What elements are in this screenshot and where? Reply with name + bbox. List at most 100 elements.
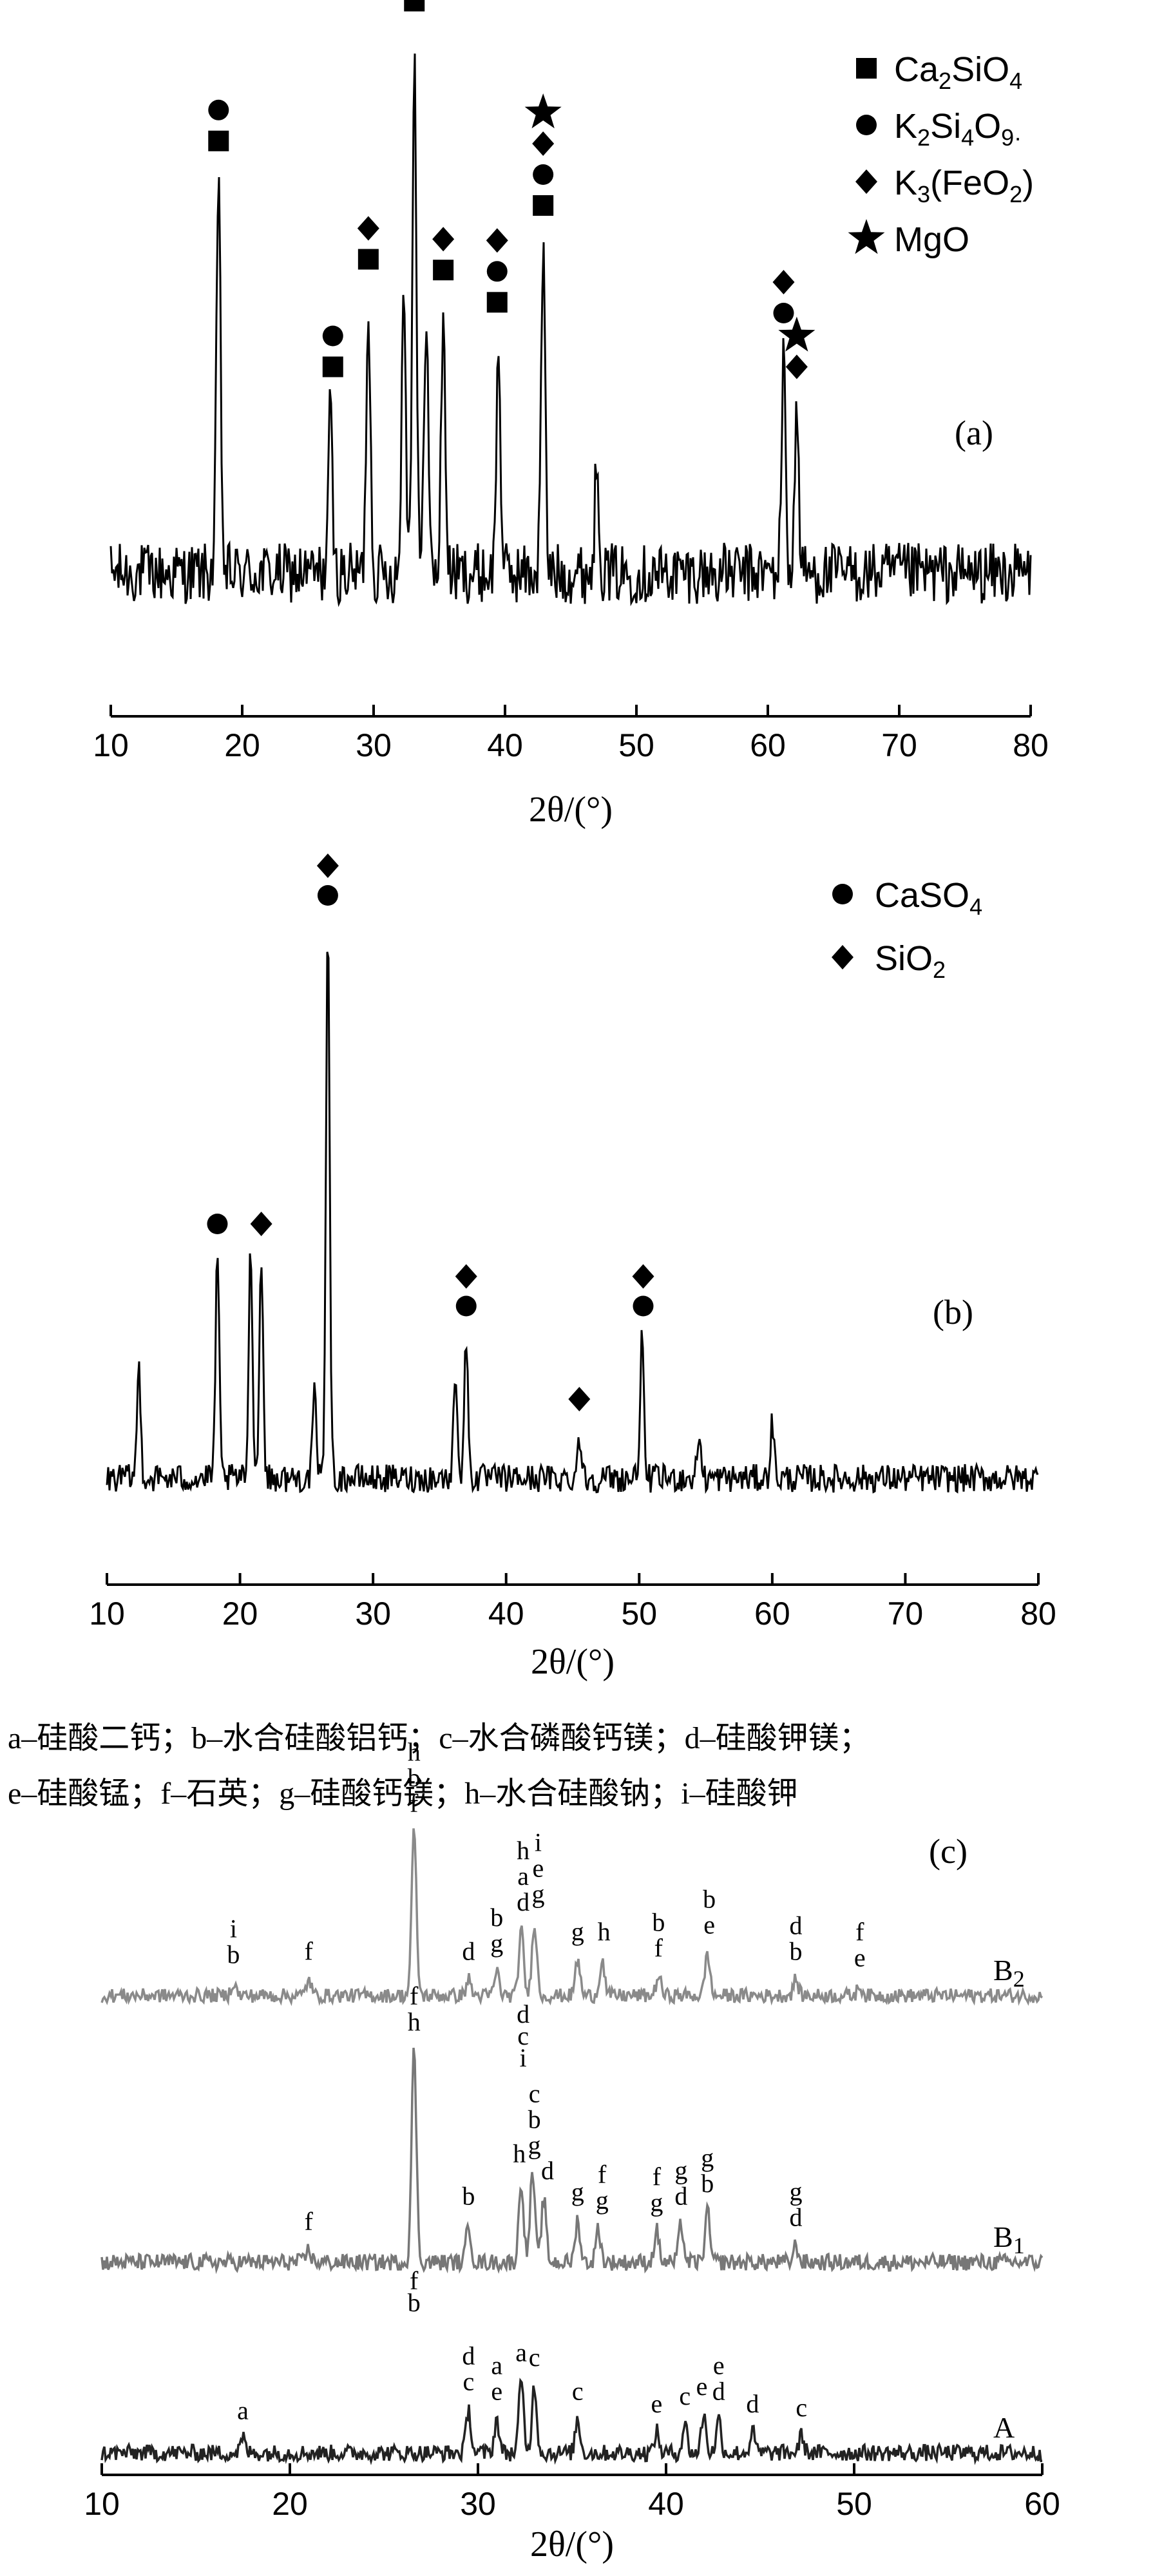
- panel-c-peak-letter: e: [491, 2377, 502, 2406]
- panel-b-tick-label: 80: [1020, 1596, 1056, 1632]
- panel-c-peak-letter: c: [679, 2381, 691, 2410]
- panel-b-legend-label: SiO2: [875, 939, 946, 983]
- panel-b-tick-label: 50: [621, 1596, 657, 1632]
- panel-a-peak-diamond-marker: [357, 216, 379, 241]
- panel-b-peak-circle-marker: [455, 1295, 477, 1317]
- panel-c-peak-letter: d: [789, 2203, 802, 2232]
- panel-c-peak-letter: g: [789, 2177, 802, 2206]
- panel-c-tick-label: 60: [1024, 2486, 1060, 2522]
- panel-c-tick-label: 40: [648, 2486, 684, 2522]
- panel-c-peak-letter: g: [571, 2177, 584, 2206]
- panel-b-tick-label: 70: [888, 1596, 924, 1632]
- panel-b-peak-diamond-marker: [455, 1264, 477, 1289]
- panel-c-peak-letter: d: [462, 2342, 475, 2371]
- panel-c-tick-label: 50: [836, 2486, 872, 2522]
- panel-a-legend-circle-marker: [856, 115, 877, 135]
- panel-c-peak-letter: d: [517, 1999, 529, 2028]
- panel-a-peak-square-marker: [533, 195, 554, 216]
- panel-c-peak-letter: b: [490, 1903, 503, 1932]
- panel-b-peak-circle-marker: [633, 1295, 654, 1317]
- panel-a-peak-circle-marker: [486, 261, 508, 282]
- panel-b-peak-diamond-marker: [568, 1387, 591, 1411]
- panel-a-legend-label: MgO: [894, 220, 969, 259]
- panel-c-peak-letter: a: [515, 2338, 527, 2367]
- panel-c-peak-letter: b: [408, 1763, 421, 1792]
- panel-c-peak-letter: b: [703, 1885, 716, 1914]
- panel-b-tick-label: 30: [355, 1596, 391, 1632]
- panel-c-peak-letter: a: [237, 2396, 249, 2425]
- panel-a-legend-label: K2Si4O9·: [894, 107, 1022, 151]
- panel-a-peak-square-marker: [208, 130, 229, 151]
- panel-c-peak-letter: f: [305, 1937, 314, 1966]
- panel-a-tick-label: 40: [487, 727, 523, 763]
- panel-c-peak-letter: g: [674, 2156, 687, 2185]
- panel-c-peak-letter: g: [571, 1917, 584, 1946]
- panel-c-tag: (c): [929, 1832, 968, 1871]
- panel-c-peak-letter: d: [789, 1911, 802, 1940]
- panel-a-legend-label: Ca2SiO4: [894, 50, 1022, 94]
- panel-c-peak-letter: b: [701, 2169, 714, 2198]
- panel-c-peak-letter: g: [490, 1929, 503, 1958]
- panel-c-peak-letter: g: [701, 2143, 714, 2172]
- panel-c-peak-letter: h: [408, 2007, 421, 2036]
- panel-c-peak-letter: a: [517, 1862, 529, 1891]
- panel-b-peak-circle-marker: [317, 885, 338, 906]
- panel-a-peak-diamond-marker: [772, 270, 795, 294]
- panel-c-peak-letter: f: [410, 1981, 419, 2010]
- panel-c-peak-letter: f: [654, 1933, 663, 1962]
- panel-c-peak-letter: d: [674, 2182, 687, 2211]
- panel-c-peak-letter: h: [517, 1836, 529, 1865]
- panel-c-peak-letter: f: [855, 1918, 864, 1947]
- panel-a-peak-circle-marker: [773, 303, 794, 323]
- panel-c-peak-letter: c: [517, 2021, 529, 2050]
- panel-a-peak-square-marker: [433, 260, 454, 281]
- panel-a-peak-square-marker: [486, 292, 508, 313]
- panel-b-tick-label: 10: [89, 1596, 125, 1632]
- panel-b-xrd-curve: [106, 951, 1039, 1494]
- panel-c-peak-letter: h: [408, 1737, 421, 1766]
- panel-a-tick-label: 80: [1013, 727, 1049, 763]
- panel-c-peak-letter: c: [463, 2367, 475, 2396]
- panel-c-tick-label: 20: [272, 2486, 308, 2522]
- panel-c-peak-letter: d: [462, 1937, 475, 1966]
- panel-b-tag: (b): [933, 1293, 973, 1331]
- panel-a-peak-diamond-marker: [532, 131, 555, 156]
- panel-c-peak-letter: i: [520, 2043, 527, 2072]
- panel-a-x-axis-title: 2θ/(°): [529, 790, 613, 830]
- phase-key-line-1: a–硅酸二钙；b–水合硅酸铝钙；c–水合磷酸钙镁；d–硅酸钾镁；: [8, 1721, 870, 1755]
- panel-a-peak-square-marker: [404, 0, 425, 12]
- panel-c-peak-letter: b: [408, 2288, 421, 2317]
- panel-c-peak-letter: c: [529, 2343, 540, 2372]
- phase-key-line-2: e–硅酸锰；f–石英；g–硅酸钙镁；h–水合硅酸钠；i–硅酸钾: [8, 1777, 798, 1811]
- panel-c-peak-letter: a: [491, 2351, 502, 2380]
- panel-c-tick-label: 30: [460, 2486, 496, 2522]
- panel-c-peak-letter: e: [651, 2389, 663, 2418]
- panel-c-peak-letter: e: [854, 1943, 866, 1972]
- panel-a-legend-star-marker: [848, 219, 885, 254]
- panel-c-curve-A: [100, 2378, 1042, 2466]
- panel-c-tick-label: 10: [84, 2486, 120, 2522]
- panel-a-legend-diamond-marker: [855, 169, 877, 194]
- panel-c-peak-letter: d: [746, 2389, 759, 2418]
- panel-c-peak-letter: h: [598, 1917, 611, 1946]
- panel-c-peak-letter: i: [230, 1914, 237, 1943]
- panel-c-peak-letter: b: [789, 1937, 802, 1966]
- panel-c-peak-letter: f: [410, 1789, 419, 1818]
- panel-c-peak-letter: h: [513, 2139, 526, 2168]
- panel-c-peak-letter: g: [531, 1879, 544, 1908]
- panel-b-peak-circle-marker: [207, 1214, 228, 1234]
- panel-a-tick-label: 60: [750, 727, 786, 763]
- panel-c-peak-letter: c: [529, 2079, 540, 2108]
- panel-a-tag: (a): [955, 414, 993, 452]
- panel-a-legend-label: K3(FeO2): [894, 164, 1034, 207]
- panel-c-peak-letter: f: [653, 2162, 662, 2191]
- panel-c-curve-B1: [100, 2047, 1044, 2275]
- panel-a-peak-circle-marker: [533, 164, 554, 185]
- panel-a-tick-label: 20: [224, 727, 260, 763]
- panel-b-tick-label: 20: [222, 1596, 258, 1632]
- panel-c-peak-letter: g: [650, 2188, 663, 2217]
- panel-c-peak-letter: g: [528, 2130, 541, 2159]
- panel-c-peak-letter: e: [713, 2351, 725, 2380]
- panel-c-peak-letter: b: [652, 1907, 665, 1936]
